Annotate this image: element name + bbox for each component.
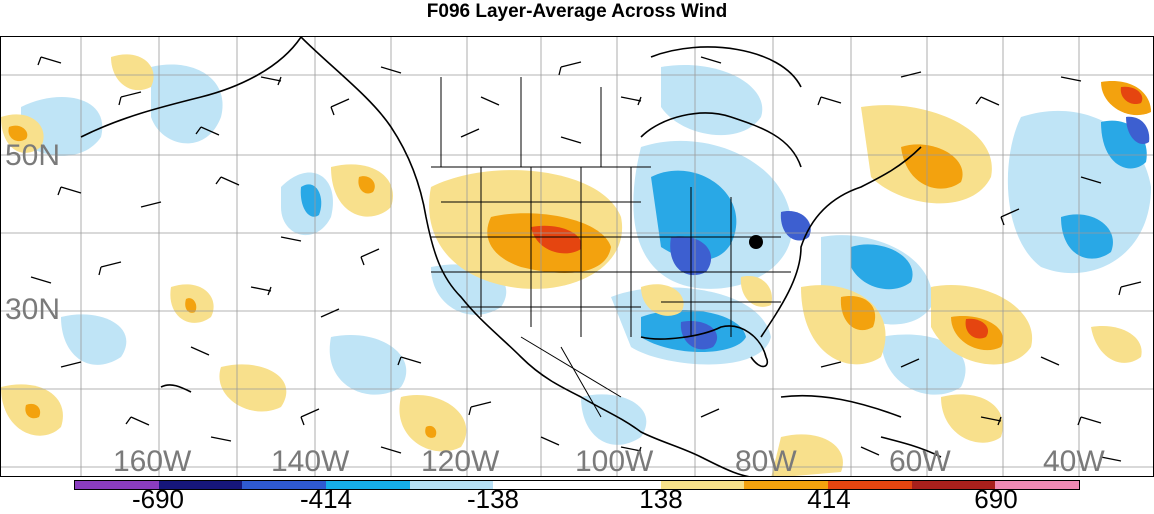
lon-label-40w: 40W bbox=[1043, 445, 1105, 477]
political-borders bbox=[431, 77, 791, 418]
colorbar-swatch bbox=[911, 481, 996, 489]
lat-label-30n: 30N bbox=[5, 293, 61, 326]
lon-label-120w: 120W bbox=[421, 445, 500, 477]
colorbar-swatch bbox=[660, 481, 745, 489]
colorbar-swatch bbox=[326, 481, 410, 489]
colorbar-swatch bbox=[995, 481, 1080, 489]
lon-label-140w: 140W bbox=[271, 445, 350, 477]
colorbar bbox=[74, 480, 1080, 490]
location-marker bbox=[749, 235, 763, 249]
map-frame: 50N 30N 160W 140W 120W 100W 80W 60W 40W bbox=[0, 36, 1154, 477]
colorbar-label: 414 bbox=[807, 484, 851, 514]
colorbar-swatch bbox=[75, 481, 159, 489]
colorbar-label: 690 bbox=[974, 484, 1018, 514]
colorbar-label: -138 bbox=[466, 484, 520, 514]
colorbar-swatch bbox=[158, 481, 243, 489]
lon-label-100w: 100W bbox=[575, 445, 654, 477]
coastlines bbox=[80, 37, 942, 476]
colorbar-label: -690 bbox=[131, 484, 185, 514]
wind-barbs bbox=[30, 56, 1142, 462]
lon-label-80w: 80W bbox=[735, 445, 797, 477]
colorbar-swatch bbox=[577, 481, 661, 489]
lon-label-160w: 160W bbox=[113, 445, 192, 477]
colorbar-swatch bbox=[493, 481, 578, 489]
lon-label-60w: 60W bbox=[889, 445, 951, 477]
colorbar-swatch bbox=[744, 481, 829, 489]
map-title: F096 Layer-Average Across Wind bbox=[426, 1, 728, 22]
colorbar-swatch bbox=[409, 481, 494, 489]
colorbar-swatch bbox=[242, 481, 327, 489]
colorbar-swatch bbox=[828, 481, 912, 489]
map-canvas bbox=[1, 37, 1153, 476]
colorbar-label: -414 bbox=[299, 484, 353, 514]
colorbar-label: 138 bbox=[639, 484, 683, 514]
lat-label-50n: 50N bbox=[5, 139, 61, 172]
graticule bbox=[1, 37, 1153, 476]
